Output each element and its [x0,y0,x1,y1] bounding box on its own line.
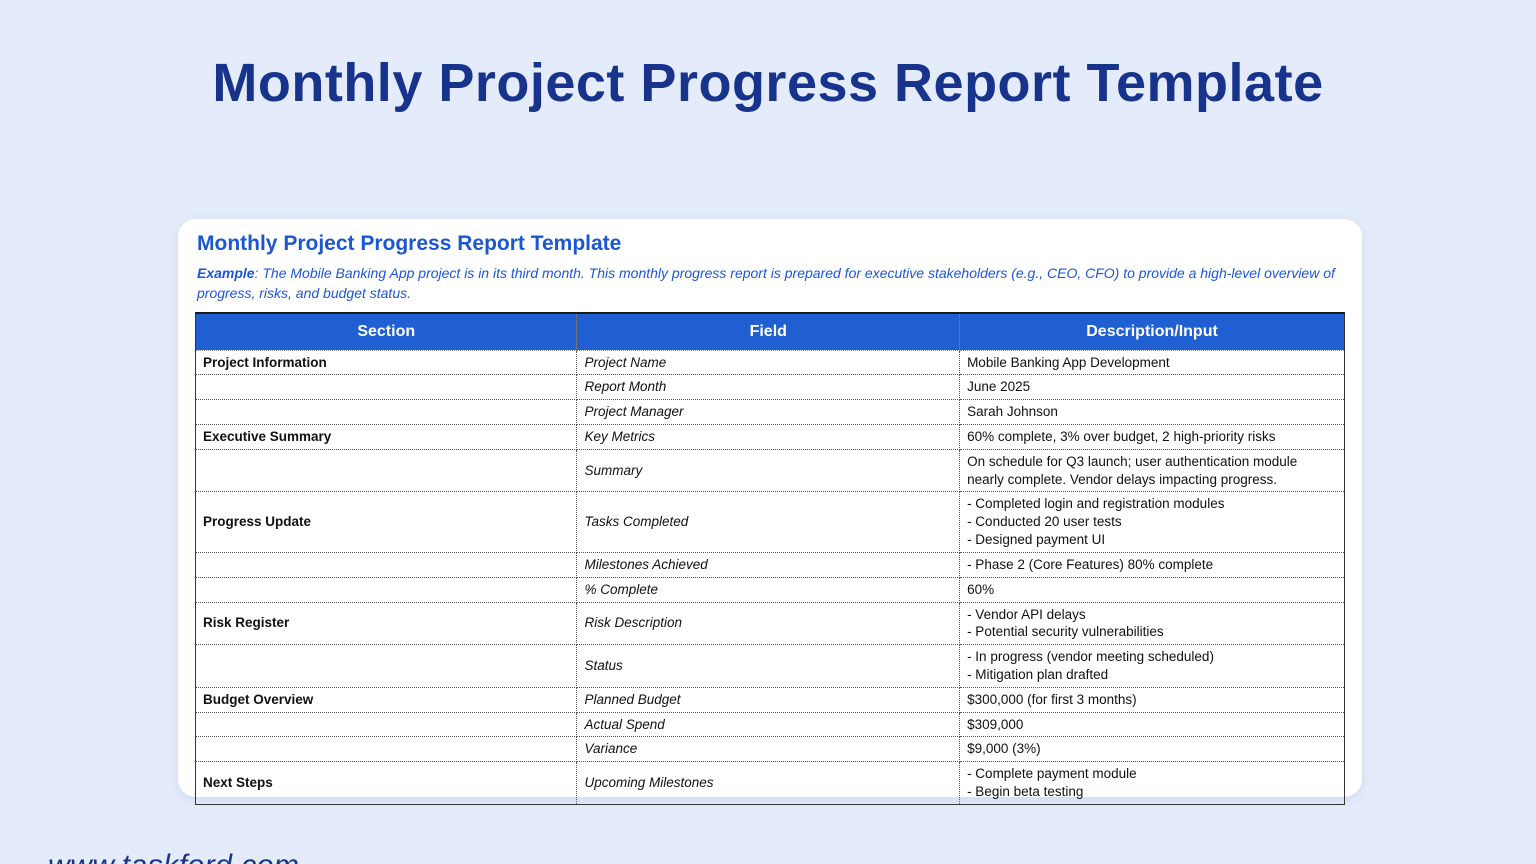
description-cell: $300,000 (for first 3 months) [959,686,1345,713]
description-cell: 60% [959,576,1345,603]
report-table: Section Field Description/Input Project … [194,311,1345,805]
table-row: Report Month June 2025 [194,374,1345,401]
section-cell: Risk Register [194,601,578,646]
description-cell: - Vendor API delays - Potential security… [959,601,1345,646]
table-row: Budget Overview Planned Budget $300,000 … [194,686,1345,713]
column-header-section: Section [194,312,578,351]
section-cell: Budget Overview [194,686,578,713]
field-cell: Summary [576,448,961,493]
section-cell: Executive Summary [194,424,578,450]
field-cell: Planned Budget [576,686,961,713]
section-cell: Next Steps [194,761,578,805]
table-header-row: Section Field Description/Input [194,312,1345,351]
website-watermark: www.taskford.com [48,849,299,864]
table-row: Next Steps Upcoming Milestones - Complet… [194,761,1345,805]
field-cell: Upcoming Milestones [576,761,961,805]
table-row: Progress Update Tasks Completed - Comple… [194,491,1345,553]
section-cell: Project Information [194,349,578,376]
description-cell: Mobile Banking App Development [959,349,1345,376]
table-row: Milestones Achieved - Phase 2 (Core Feat… [194,551,1345,578]
report-template-card: Monthly Project Progress Report Template… [178,219,1362,805]
section-cell [194,576,578,603]
field-cell: Project Manager [576,399,961,426]
column-header-description: Description/Input [959,312,1345,351]
description-cell: - Completed login and registration modul… [959,491,1345,553]
description-cell: Sarah Johnson [959,399,1345,426]
section-cell [194,399,578,426]
table-row: Risk Register Risk Description - Vendor … [194,601,1345,646]
field-cell: Key Metrics [576,424,961,450]
field-cell: Status [576,644,961,688]
example-text: : The Mobile Banking App project is in i… [197,265,1335,302]
page-title: Monthly Project Progress Report Template [212,53,1324,113]
description-cell: 60% complete, 3% over budget, 2 high-pri… [959,424,1345,450]
field-cell: Risk Description [576,601,961,646]
field-cell: Milestones Achieved [576,551,961,578]
example-label: Example [197,265,255,281]
section-cell [194,551,578,578]
section-cell: Progress Update [194,491,578,553]
field-cell: % Complete [576,576,961,603]
table-row: Status - In progress (vendor meeting sch… [194,644,1345,688]
description-cell: - In progress (vendor meeting scheduled)… [959,644,1345,688]
section-cell [194,736,578,763]
card-title: Monthly Project Progress Report Template [197,232,622,255]
field-cell: Variance [576,736,961,763]
table-row: Project Information Project Name Mobile … [194,349,1345,376]
table-row: % Complete 60% [194,576,1345,603]
table-row: Executive Summary Key Metrics 60% comple… [194,424,1345,450]
table-row: Project Manager Sarah Johnson [194,399,1345,426]
section-cell [194,374,578,401]
description-cell: $309,000 [959,711,1345,738]
section-cell [194,644,578,688]
description-cell: $9,000 (3%) [959,736,1345,763]
field-cell: Project Name [576,349,961,376]
field-cell: Report Month [576,374,961,401]
section-cell [194,448,578,493]
column-header-field: Field [576,312,961,351]
description-cell: - Phase 2 (Core Features) 80% complete [959,551,1345,578]
field-cell: Tasks Completed [576,491,961,553]
field-cell: Actual Spend [576,711,961,738]
example-paragraph: Example: The Mobile Banking App project … [197,263,1345,304]
description-cell: June 2025 [959,374,1345,401]
description-cell: - Complete payment module - Begin beta t… [959,761,1345,805]
table-row: Summary On schedule for Q3 launch; user … [194,448,1345,493]
table-row: Actual Spend $309,000 [194,711,1345,738]
section-cell [194,711,578,738]
table-row: Variance $9,000 (3%) [194,736,1345,763]
description-cell: On schedule for Q3 launch; user authenti… [959,448,1345,493]
